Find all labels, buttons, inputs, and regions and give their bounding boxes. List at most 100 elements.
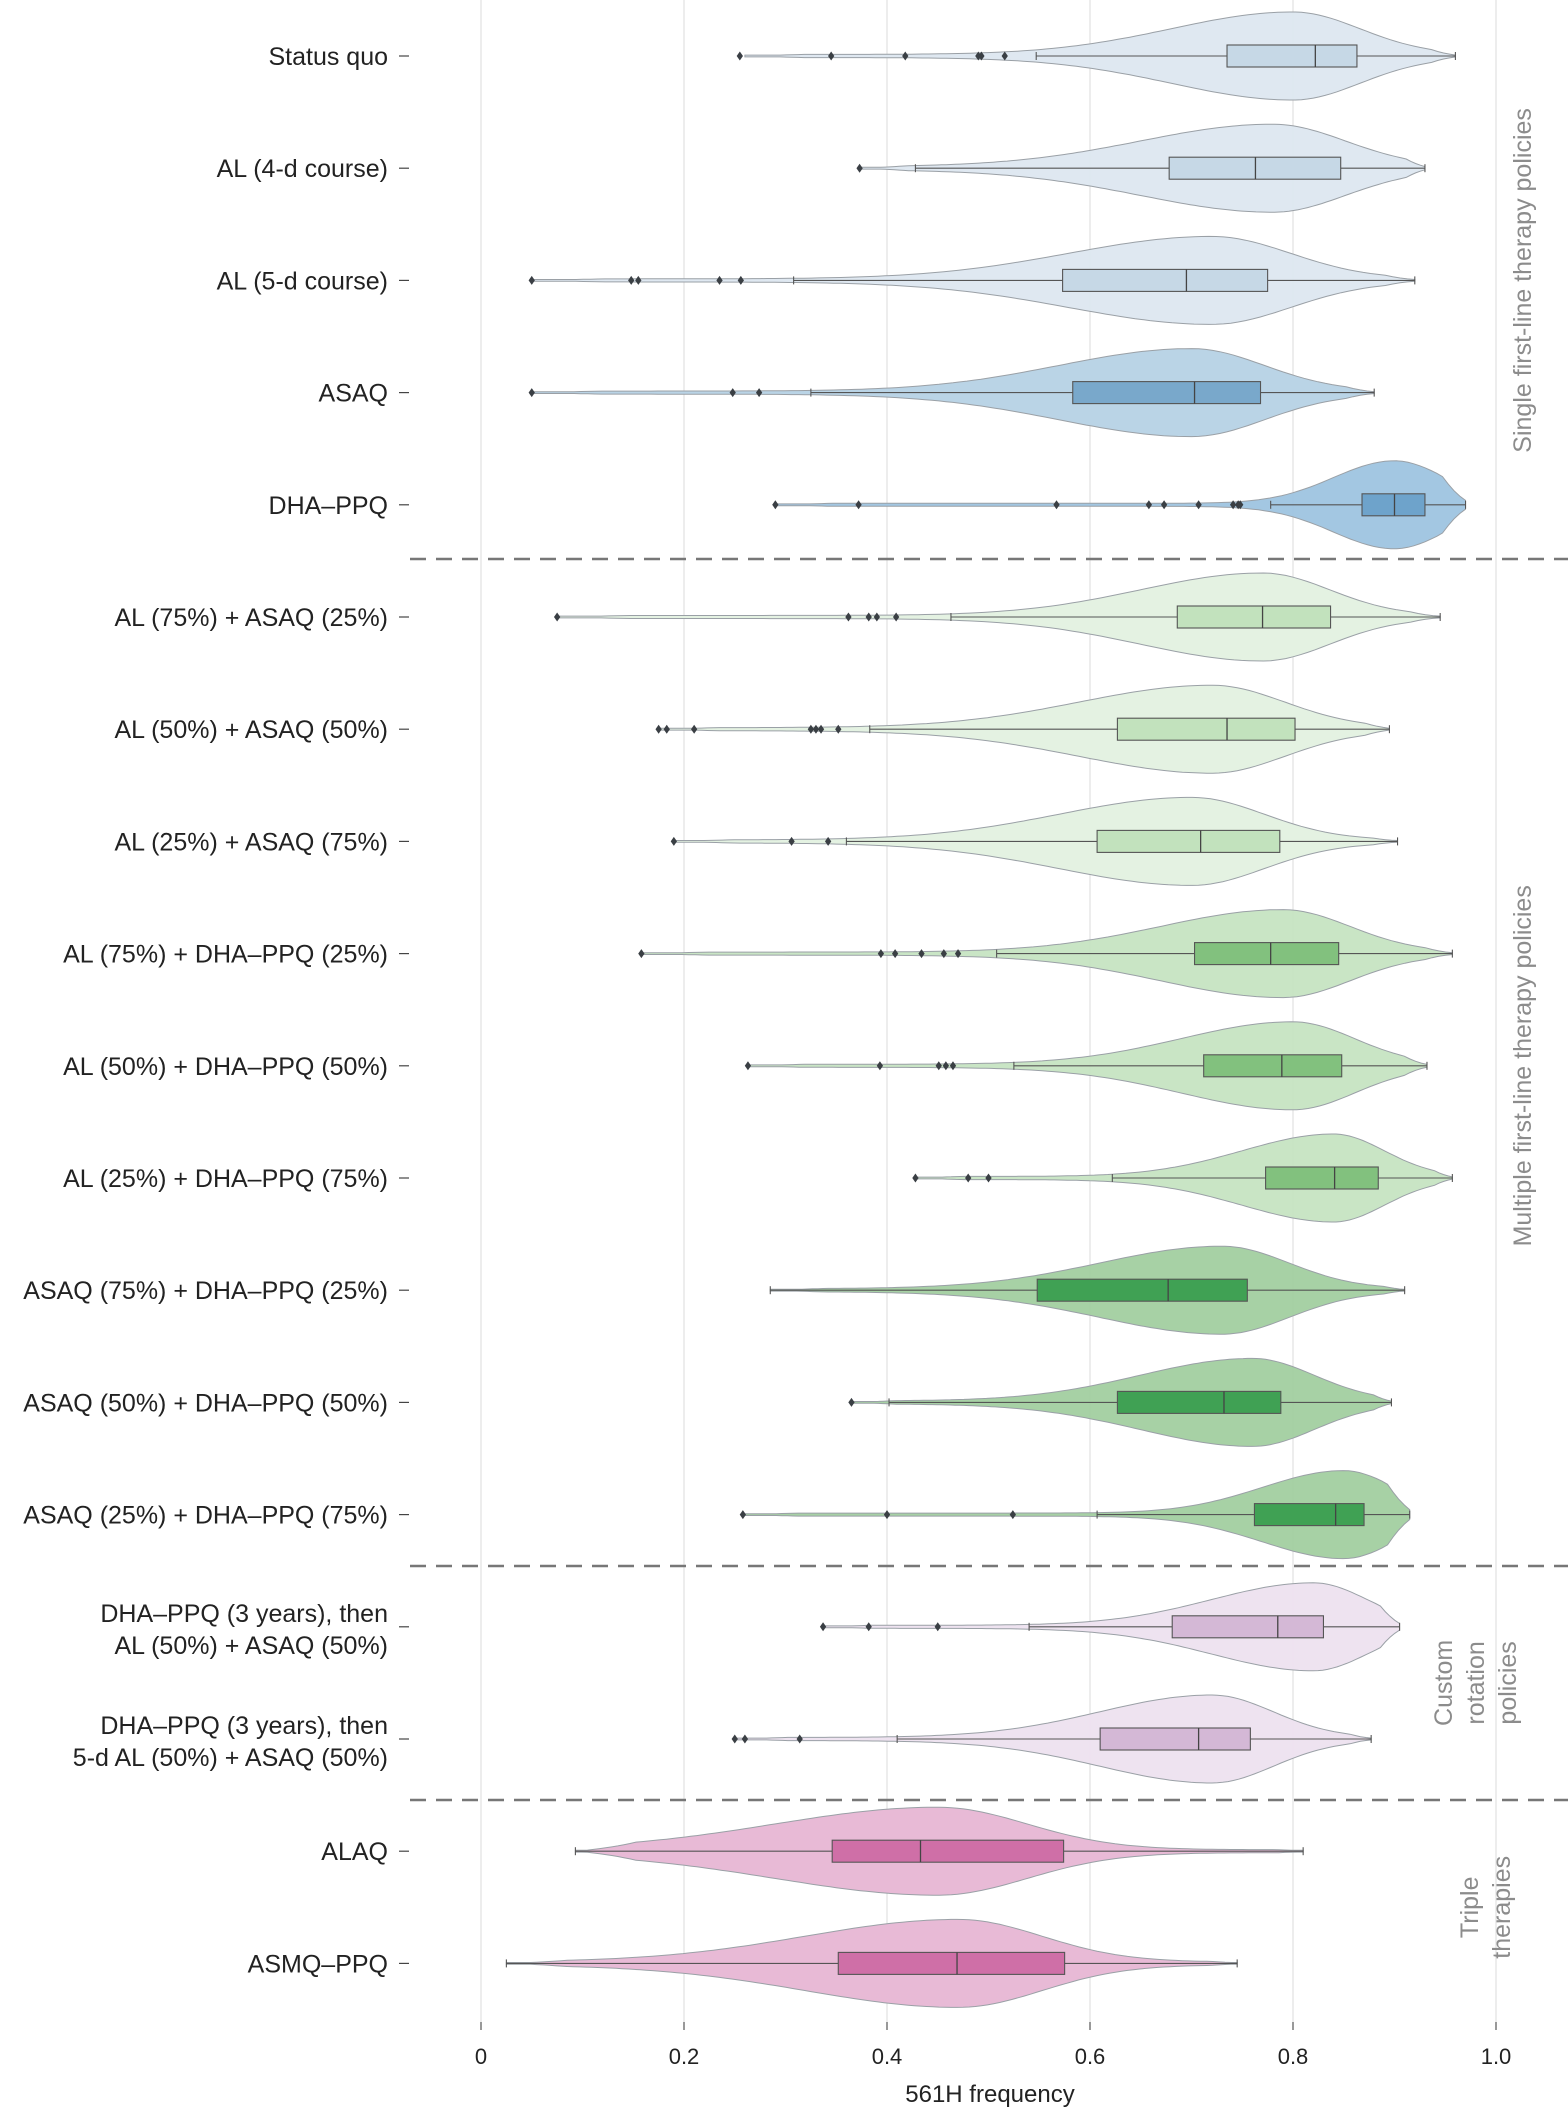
violin-row	[638, 909, 1453, 999]
violin-row	[505, 1918, 1238, 2008]
outlier-point	[835, 724, 842, 734]
outlier-point	[635, 275, 642, 285]
outlier-point	[892, 612, 900, 622]
outlier-point	[788, 836, 795, 846]
outlier-point	[912, 1173, 919, 1183]
outlier-point	[855, 500, 862, 510]
outlier-point	[877, 949, 885, 959]
group-label-line: policies	[1494, 1641, 1522, 1724]
group-label: Single first-line therapy policies	[1509, 108, 1537, 453]
group-label: Triple therapies	[1456, 1856, 1516, 1959]
outlier-point	[865, 612, 872, 622]
category-label: AL (75%) + ASAQ (25%)	[115, 604, 389, 632]
category-label: ASMQ–PPQ	[248, 1950, 388, 1978]
outlier-point	[628, 275, 635, 285]
outlier-point	[949, 1061, 957, 1071]
group-label: Custom rotation policies	[1430, 1640, 1522, 1726]
violin-row	[655, 684, 1390, 774]
outlier-point	[934, 1622, 941, 1632]
x-tick-label: 0.2	[669, 2044, 700, 2069]
outlier-point	[978, 51, 985, 61]
outlier-point	[817, 724, 825, 734]
category-label: AL (4-d course)	[217, 155, 388, 183]
outlier-point	[744, 1061, 752, 1071]
violin-row	[739, 1470, 1411, 1560]
outlier-point	[553, 612, 561, 622]
outlier-point	[845, 612, 852, 622]
category-label-line: 5-d AL (50%) + ASAQ (50%)	[73, 1744, 388, 1772]
category-label: DHA–PPQ	[269, 492, 388, 520]
group-label-line: therapies	[1488, 1856, 1516, 1959]
group-separators	[410, 557, 1568, 1802]
category-label-line: AL (50%) + ASAQ (50%)	[115, 1632, 389, 1660]
violin-row	[553, 572, 1441, 662]
box-iqr	[1171, 1615, 1324, 1639]
outlier-point	[918, 949, 925, 959]
box-iqr	[1193, 942, 1340, 966]
outlier-point	[731, 1734, 738, 1744]
gridlines	[480, 0, 1497, 2022]
group-label-line: Custom	[1430, 1640, 1458, 1726]
category-label: DHA–PPQ (3 years), then AL (50%) + ASAQ (…	[100, 1600, 388, 1660]
violin-row	[819, 1582, 1401, 1672]
group-label-line: rotation	[1462, 1641, 1490, 1724]
violin-row	[769, 1245, 1406, 1335]
category-label: AL (75%) + DHA–PPQ (25%)	[63, 941, 388, 969]
category-label: ASAQ (50%) + DHA–PPQ (50%)	[23, 1389, 388, 1417]
group-label-line: Multiple first-line therapy policies	[1509, 885, 1537, 1246]
category-label: DHA–PPQ (3 years), then 5-d AL (50%) + AS…	[73, 1712, 388, 1772]
outlier-point	[807, 724, 815, 734]
violin-row	[912, 1133, 1453, 1223]
violin-row	[744, 1021, 1428, 1111]
x-tick-label: 0	[475, 2044, 487, 2069]
outlier-point	[1237, 500, 1244, 510]
box-iqr	[1062, 268, 1269, 292]
x-tick-label: 1.0	[1481, 2044, 1512, 2069]
category-label: AL (5-d course)	[217, 267, 388, 295]
outlier-point	[954, 949, 962, 959]
violin-row	[772, 460, 1467, 550]
outlier-point	[670, 836, 677, 846]
violin-body	[742, 1470, 1411, 1560]
category-labels: Status quo AL (4-d course) AL (5-d course)…	[23, 43, 409, 1978]
box-iqr	[1072, 381, 1262, 405]
category-label: AL (25%) + ASAQ (75%)	[115, 828, 389, 856]
violin-row	[528, 348, 1375, 438]
outlier-point	[824, 836, 832, 846]
box-iqr	[1116, 717, 1296, 741]
outlier-point	[819, 1622, 827, 1632]
box-iqr	[837, 1951, 1066, 1975]
outlier-point	[812, 724, 820, 734]
violin-row	[856, 123, 1426, 213]
category-label: AL (25%) + DHA–PPQ (75%)	[63, 1165, 388, 1193]
box-iqr	[1099, 1727, 1251, 1751]
outlier-point	[940, 949, 947, 959]
outlier-point	[848, 1397, 855, 1407]
category-label: Status quo	[268, 43, 388, 71]
violin-row	[670, 796, 1399, 886]
outlier-point	[828, 51, 835, 61]
outlier-point	[1053, 500, 1060, 510]
violin-body	[774, 460, 1466, 550]
violin-row	[736, 11, 1456, 101]
outlier-point	[528, 275, 535, 285]
outlier-point	[1160, 500, 1168, 510]
box-iqr	[1226, 44, 1358, 68]
category-label: ALAQ	[321, 1838, 388, 1866]
x-axis: 0 0.2 0.4 0.6 0.8 1.0	[475, 2022, 1511, 2069]
outlier-point	[883, 1510, 891, 1520]
outlier-point	[856, 163, 863, 173]
outlier-point	[1009, 1510, 1017, 1520]
outlier-point	[796, 1734, 803, 1744]
x-tick-label: 0.6	[1075, 2044, 1106, 2069]
outlier-point	[663, 724, 670, 734]
violin-row	[848, 1357, 1393, 1447]
outlier-point	[655, 724, 662, 734]
x-axis-title: 561H frequency	[905, 2081, 1074, 2108]
outlier-point	[876, 1061, 884, 1071]
box-iqr	[1265, 1166, 1379, 1190]
outlier-point	[739, 1510, 747, 1520]
outlier-point	[1229, 500, 1237, 510]
box-iqr	[1036, 1278, 1248, 1302]
